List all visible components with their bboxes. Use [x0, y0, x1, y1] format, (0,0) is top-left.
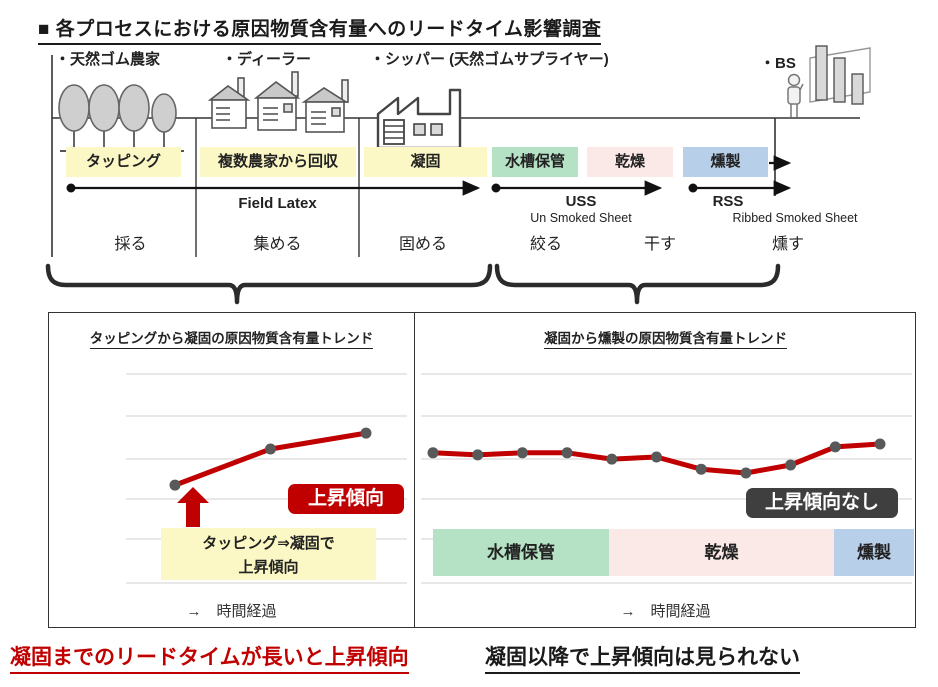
- note-line-1: タッピング⇒凝固で: [202, 535, 335, 552]
- action-collect: 集める: [253, 236, 302, 253]
- process-step-collection: 複数農家から回収: [200, 147, 356, 177]
- no-rising-trend-badge: 上昇傾向なし: [746, 488, 898, 518]
- left-trend-panel: タッピングから凝固の原因物質含有量トレンド 上昇傾向 タッピング⇒凝固で 上昇傾…: [49, 313, 414, 626]
- right-panel-title-wrap: 凝固から燻製の原因物質含有量トレンド: [416, 327, 915, 349]
- stage-label-rss: RSS: [712, 193, 744, 210]
- right-trend-panel: 凝固から燻製の原因物質含有量トレンド 上昇傾向なし 水槽保管 乾燥 燻製 → 時…: [416, 313, 915, 626]
- stage-label-rss-full: Ribbed Smoked Sheet: [732, 211, 858, 225]
- process-step-coagulation: 凝固: [364, 147, 487, 177]
- actor-label-dealer: ・ディーラー: [222, 51, 311, 68]
- panel-divider: [414, 313, 415, 627]
- phase-band-tank-storage: 水槽保管: [433, 529, 609, 576]
- process-step-drying: 乾燥: [587, 147, 673, 177]
- process-step-tank-storage: 水槽保管: [492, 147, 578, 177]
- tapping-note-box: タッピング⇒凝固で 上昇傾向: [161, 528, 376, 580]
- note-line-2: 上昇傾向: [238, 559, 299, 576]
- stage-label-field-latex: Field Latex: [238, 195, 317, 212]
- left-brace: [45, 263, 493, 305]
- action-squeeze: 絞る: [529, 236, 562, 253]
- right-brace: [494, 263, 781, 305]
- bs-person-chart-icon: [787, 45, 871, 117]
- phase-band-smoking: 燻製: [834, 529, 914, 576]
- right-panel-title: 凝固から燻製の原因物質含有量トレンド: [544, 327, 787, 349]
- up-arrow-icon: [177, 487, 209, 527]
- actor-label-bs: ・BS: [760, 55, 796, 72]
- conclusion-left: 凝固までのリードタイムが長いと上昇傾向: [10, 641, 409, 674]
- shipper-factory-icon: [376, 88, 462, 150]
- rubber-trees-icon: [58, 84, 184, 152]
- stage-label-uss-full: Un Smoked Sheet: [530, 211, 632, 225]
- left-time-axis-label: → 時間経過: [186, 603, 277, 620]
- action-smoke: 燻す: [771, 236, 804, 253]
- action-solidify: 固める: [398, 236, 447, 253]
- process-step-smoking: 燻製: [683, 147, 768, 177]
- trend-panels: タッピングから凝固の原因物質含有量トレンド 上昇傾向 タッピング⇒凝固で 上昇傾…: [48, 312, 916, 628]
- actor-label-farm: ・天然ゴム農家: [55, 51, 161, 68]
- phase-band-drying: 乾燥: [609, 529, 834, 576]
- action-harvest: 採る: [114, 236, 147, 253]
- left-panel-title: タッピングから凝固の原因物質含有量トレンド: [89, 327, 374, 349]
- conclusion-right: 凝固以降で上昇傾向は見られない: [485, 641, 800, 674]
- dealer-factories-icon: [208, 71, 349, 133]
- left-panel-title-wrap: タッピングから凝固の原因物質含有量トレンド: [49, 327, 414, 349]
- page-title: ■ 各プロセスにおける原因物質含有量へのリードタイム影響調査: [38, 14, 602, 45]
- actor-label-shipper: ・シッパー (天然ゴムサプライヤー): [370, 51, 609, 68]
- right-time-axis-label: → 時間経過: [620, 603, 711, 620]
- right-trend-chart: [421, 373, 912, 584]
- rising-trend-badge: 上昇傾向: [288, 484, 404, 514]
- grouping-braces: [45, 263, 781, 305]
- process-step-tapping: タッピング: [66, 147, 181, 177]
- stage-label-uss: USS: [565, 193, 597, 210]
- action-dry: 干す: [643, 236, 676, 253]
